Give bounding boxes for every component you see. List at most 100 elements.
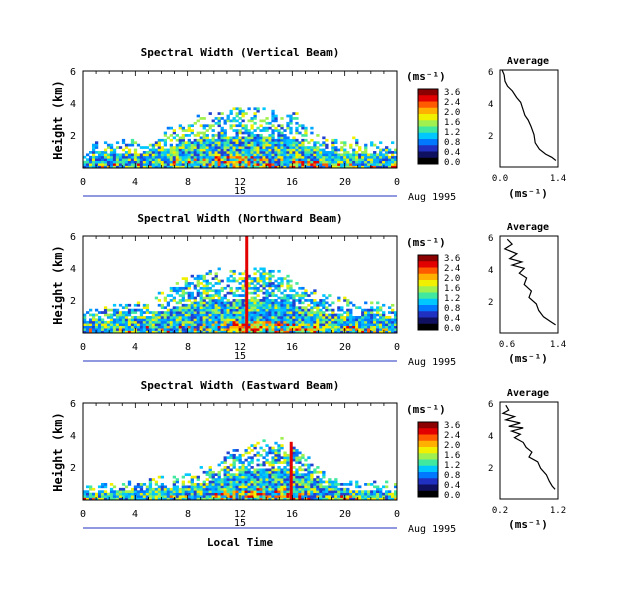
heatmap-cell (340, 318, 344, 322)
heatmap-cell (178, 153, 182, 157)
heatmap-cell (241, 316, 245, 319)
heatmap-cell (235, 306, 239, 310)
heatmap-cell (391, 330, 395, 334)
heatmap-cell (202, 303, 206, 307)
heatmap-cell (160, 165, 165, 169)
heatmap-cell (292, 136, 296, 140)
heatmap-cell (187, 143, 191, 147)
heatmap-cell (124, 143, 129, 147)
heatmap-cell (121, 316, 126, 319)
heatmap-cell (259, 311, 263, 314)
heatmap-cell (238, 492, 242, 496)
heatmap-cell (238, 272, 242, 276)
heatmap-cell (286, 458, 290, 462)
heatmap-cell (97, 165, 102, 169)
heatmap-cell (196, 301, 200, 305)
heatmap-cell (280, 282, 284, 285)
heatmap-cell (343, 490, 347, 494)
heatmap-cell (268, 316, 272, 319)
heatmap-cell (298, 468, 302, 472)
heatmap-cell (253, 165, 257, 169)
heatmap-cell (298, 483, 302, 486)
heatmap-cell (235, 311, 239, 314)
heatmap-cell (367, 497, 371, 501)
heatmap-cell (148, 330, 153, 334)
heatmap-cell (271, 328, 275, 331)
heatmap-cell (253, 473, 257, 477)
heatmap-cell (325, 146, 329, 149)
heatmap-cell (283, 466, 287, 469)
heatmap-cell (226, 153, 230, 157)
heatmap-cell (169, 313, 174, 317)
heatmap-cell (247, 141, 251, 145)
heatmap-cell (112, 497, 117, 501)
heatmap-cell (259, 303, 263, 307)
heatmap-cell (367, 325, 371, 329)
heatmap-cell (331, 155, 335, 159)
heatmap-cell (271, 325, 275, 329)
heatmap-cell (304, 328, 308, 331)
heatmap-cell (262, 141, 266, 145)
heatmap-cell (208, 311, 212, 314)
heatmap-cell (289, 279, 293, 283)
heatmap-cell (268, 463, 272, 467)
heatmap-cell (295, 323, 299, 327)
heatmap-cell (313, 289, 317, 293)
heatmap-cell (247, 451, 251, 455)
heatmap-cell (211, 478, 215, 481)
heatmap-cell (214, 473, 218, 477)
heatmap-cell (388, 158, 392, 162)
heatmap-cell (235, 124, 239, 128)
heatmap-cell (223, 487, 227, 491)
heatmap-cell (355, 160, 359, 164)
heatmap-cell (256, 483, 260, 486)
heatmap-cell (256, 306, 260, 310)
heatmap-cell (283, 163, 287, 166)
heatmap-cell (136, 490, 141, 494)
heatmap-cell (235, 301, 239, 305)
heatmap-cell (250, 151, 254, 154)
heatmap-cell (151, 151, 156, 154)
heatmap-cell (280, 284, 284, 288)
heatmap-cell (253, 330, 257, 334)
heatmap-cell (139, 487, 144, 491)
heatmap-cell (205, 141, 209, 145)
heatmap-cell (235, 483, 239, 486)
heatmap-cell (88, 158, 93, 162)
heatmap-cell (241, 311, 245, 314)
heatmap-cell (223, 316, 227, 319)
heatmap-cell (286, 299, 290, 302)
heatmap-cell (163, 148, 168, 152)
heatmap-cell (202, 325, 206, 329)
heatmap-cell (352, 158, 356, 162)
heatmap-cell (220, 330, 224, 334)
heatmap-cell (193, 485, 197, 489)
heatmap-cell (226, 468, 230, 472)
heatmap-cell (268, 468, 272, 472)
heatmap-cell (262, 284, 266, 288)
heatmap-cell (277, 461, 281, 464)
heatmap-cell (292, 148, 296, 152)
heatmap-cell (280, 473, 284, 477)
heatmap-cell (127, 151, 132, 154)
heatmap-cell (331, 158, 335, 162)
heatmap-cell (253, 316, 257, 319)
heatmap-cell (298, 451, 302, 455)
heatmap-cell (235, 141, 239, 145)
heatmap-cell (175, 497, 179, 501)
heatmap-cell (295, 470, 299, 474)
heatmap-cell (364, 483, 368, 486)
heatmap-cell (268, 483, 272, 486)
heatmap-cell (187, 308, 191, 312)
heatmap-cell (253, 313, 257, 317)
heatmap-cell (337, 160, 341, 164)
heatmap-cell (271, 461, 275, 464)
heatmap-cell (376, 330, 380, 334)
heatmap-cell (256, 468, 260, 472)
heatmap-cell (250, 163, 254, 166)
heatmap-cell (214, 483, 218, 486)
heatmap-cell (313, 316, 317, 319)
heatmap-cell (328, 330, 332, 334)
heatmap-cell (118, 323, 123, 327)
heatmap-cell (232, 478, 236, 481)
